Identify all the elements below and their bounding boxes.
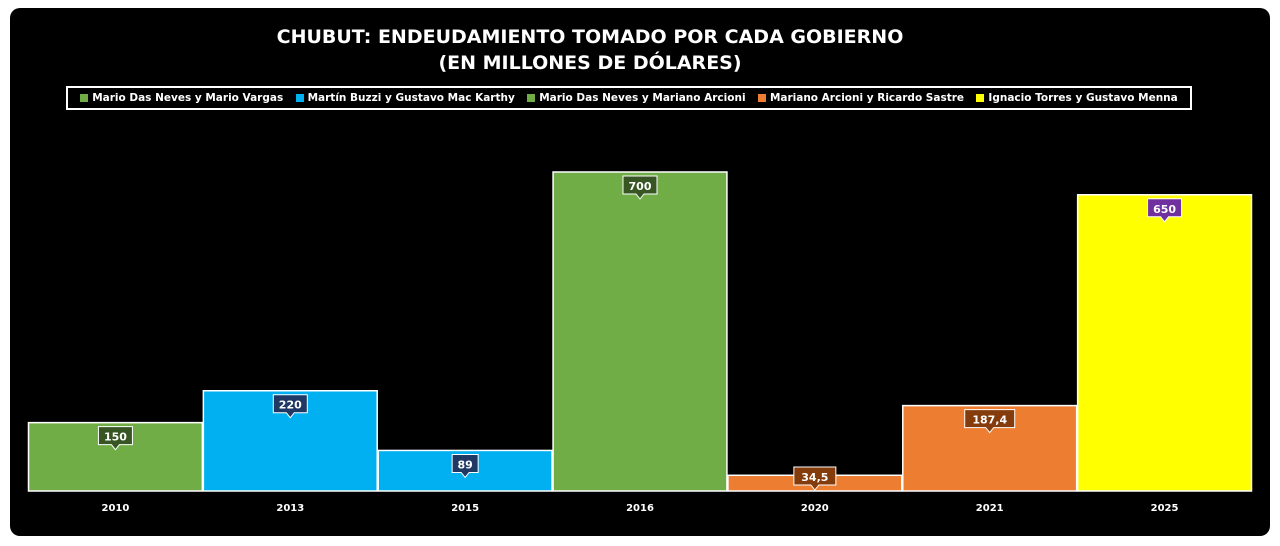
data-label: 220	[272, 394, 308, 419]
bar	[1076, 194, 1253, 492]
data-label: 150	[97, 426, 133, 451]
legend: Mario Das Neves y Mario Vargas Martín Bu…	[66, 86, 1192, 110]
legend-item: Mariano Arcioni y Ricardo Sastre	[757, 92, 965, 104]
x-tick-label: 2016	[626, 503, 654, 514]
legend-item: Ignacio Torres y Gustavo Menna	[976, 92, 1178, 104]
data-label-text: 34,5	[801, 471, 828, 484]
legend-swatch	[976, 94, 985, 102]
data-label-text: 700	[629, 180, 652, 193]
data-label: 650	[1147, 198, 1183, 223]
data-label-text: 150	[104, 431, 127, 444]
data-label: 89	[451, 453, 479, 479]
legend-swatch	[80, 94, 89, 102]
legend-item: Mario Das Neves y Mariano Arcioni	[527, 92, 746, 104]
legend-swatch	[295, 94, 304, 102]
data-label-box	[964, 409, 1016, 434]
bar	[552, 171, 728, 492]
legend-label: Ignacio Torres y Gustavo Menna	[988, 92, 1178, 104]
data-label: 700	[622, 175, 658, 200]
x-tick-label: 2021	[976, 503, 1004, 514]
legend-swatch	[757, 94, 766, 102]
data-label-box	[451, 453, 479, 479]
data-label-box	[793, 466, 837, 491]
data-label-box	[272, 394, 308, 419]
data-label-text: 89	[457, 458, 472, 471]
chart-title-line-2: (EN MILLONES DE DÓLARES)	[438, 52, 742, 74]
legend-label: Mariano Arcioni y Ricardo Sastre	[769, 92, 965, 104]
x-tick-label: 2020	[801, 503, 829, 514]
data-label-box	[1147, 198, 1183, 223]
chart-title: CHUBUT: ENDEUDAMIENTO TOMADO POR CADA GO…	[0, 24, 1180, 76]
legend-label: Mario Das Neves y Mariano Arcioni	[539, 92, 746, 104]
x-tick-label: 2010	[102, 503, 130, 514]
x-tick-label: 2013	[276, 503, 304, 514]
chart-title-line-1: CHUBUT: ENDEUDAMIENTO TOMADO POR CADA GO…	[276, 26, 904, 48]
legend-label: Martín Buzzi y Gustavo Mac Karthy	[307, 92, 515, 104]
data-label-box	[622, 175, 658, 200]
x-tick-label: 2025	[1151, 503, 1179, 514]
legend-item: Mario Das Neves y Mario Vargas	[80, 92, 283, 104]
data-label-text: 650	[1153, 203, 1176, 216]
data-label: 34,5	[793, 466, 837, 491]
legend-item: Martín Buzzi y Gustavo Mac Karthy	[295, 92, 515, 104]
data-label-box	[97, 426, 133, 451]
legend-label: Mario Das Neves y Mario Vargas	[92, 92, 284, 104]
legend-swatch	[527, 94, 536, 102]
data-label-text: 187,4	[972, 414, 1007, 427]
data-label: 187,4	[964, 409, 1016, 434]
data-label-text: 220	[279, 399, 302, 412]
x-tick-label: 2015	[451, 503, 479, 514]
